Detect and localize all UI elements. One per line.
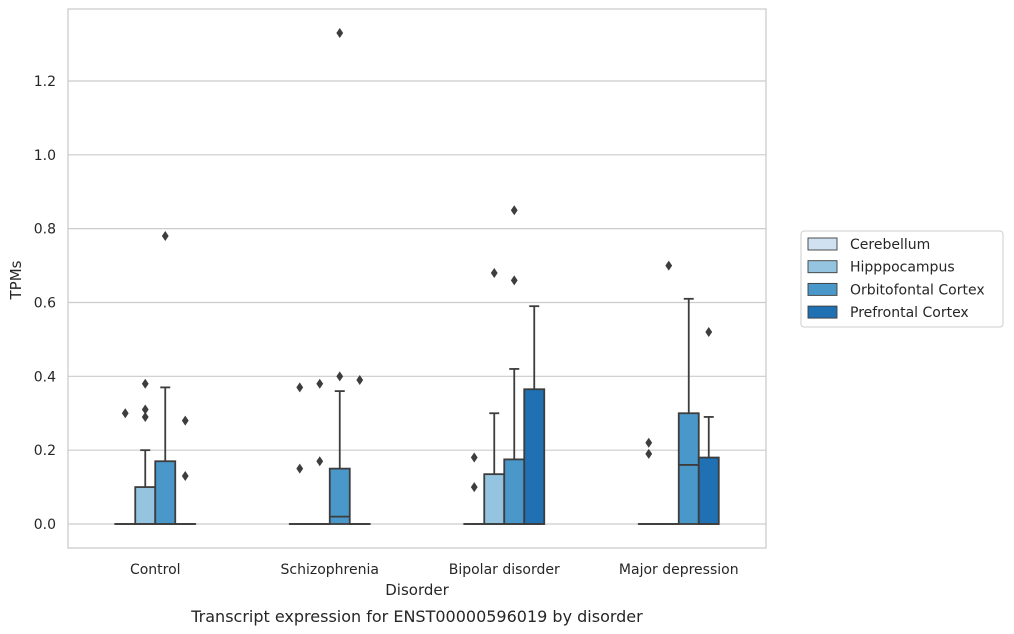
y-tick-label: 1.0 <box>34 148 56 164</box>
outlier-point <box>645 448 653 459</box>
outlier-point <box>141 404 149 415</box>
outlier-point <box>336 371 344 382</box>
outlier-point <box>141 378 149 389</box>
box-body <box>483 473 506 525</box>
legend-label: Prefrontal Cortex <box>850 305 969 321</box>
grid-lines <box>68 80 766 525</box>
outlier-point <box>296 463 304 474</box>
box-body <box>328 467 351 525</box>
outlier-point <box>141 411 149 422</box>
outlier-point <box>181 415 189 426</box>
y-tick-label: 1.2 <box>34 74 56 90</box>
y-tick-label: 0.8 <box>34 222 56 238</box>
y-tick-label: 0.2 <box>34 443 56 459</box>
box-body <box>697 456 720 525</box>
box-bipolar-disorder-cerebellum <box>463 452 486 525</box>
box-major-depression-prefrontal-cortex <box>697 327 720 525</box>
box-control-orbitofontal-cortex <box>154 231 177 525</box>
y-tick-label: 0.0 <box>34 517 56 533</box>
plot-frame <box>67 8 767 549</box>
legend-label: Orbitofontal Cortex <box>850 282 985 298</box>
legend-swatch <box>807 282 838 296</box>
y-tick-label: 0.6 <box>34 295 56 311</box>
x-axis-ticks: Control Schizophrenia Bipolar disorder Majo… <box>130 562 739 578</box>
box-control-hipppocampus <box>134 378 157 525</box>
legend: Cerebellum Hipppocampus Orbitofontal Corte… <box>800 230 1004 328</box>
box-control-cerebellum <box>114 408 137 525</box>
outlier-point <box>316 456 324 467</box>
outlier-point <box>470 482 478 493</box>
y-axis-ticks: 0.0 0.2 0.4 0.6 0.8 1.0 1.2 <box>34 74 56 533</box>
box-schizophrenia-hipppocampus <box>308 378 331 525</box>
outlier-point <box>665 260 673 271</box>
outlier-point <box>510 275 518 286</box>
outlier-point <box>296 382 304 393</box>
box-major-depression-orbitofontal-cortex <box>677 297 700 525</box>
legend-label: Cerebellum <box>850 237 930 253</box>
box-schizophrenia-cerebellum <box>288 382 311 525</box>
chart-caption: Transcript expression for ENST0000059601… <box>190 607 643 626</box>
box-body <box>154 460 177 525</box>
x-tick-label: Major depression <box>619 562 739 578</box>
x-axis-title: Disorder <box>385 581 449 599</box>
box-major-depression-hipppocampus <box>657 260 680 525</box>
legend-swatch <box>807 260 838 274</box>
box-plot-marks <box>114 27 720 525</box>
outlier-point <box>336 27 344 38</box>
outlier-point <box>705 327 713 338</box>
box-schizophrenia-prefrontal-cortex <box>348 375 371 525</box>
outlier-point <box>316 378 324 389</box>
outlier-point <box>161 231 169 242</box>
box-major-depression-cerebellum <box>637 437 660 525</box>
legend-swatch <box>807 305 838 319</box>
box-body <box>523 388 546 525</box>
outlier-point <box>645 437 653 448</box>
x-tick-label: Bipolar disorder <box>449 562 560 578</box>
outlier-point <box>490 267 498 278</box>
outlier-point <box>181 471 189 482</box>
outlier-point <box>121 408 129 419</box>
box-body <box>677 412 700 525</box>
x-tick-label: Schizophrenia <box>281 562 379 578</box>
box-schizophrenia-orbitofontal-cortex <box>328 27 351 525</box>
y-axis-title: TPMs <box>7 260 25 300</box>
legend-label: Hipppocampus <box>850 260 955 276</box>
legend-items: Cerebellum Hipppocampus Orbitofontal Corte… <box>807 237 985 321</box>
box-body <box>503 458 526 525</box>
box-bipolar-disorder-orbitofontal-cortex <box>503 205 526 525</box>
box-body <box>134 486 157 525</box>
outlier-point <box>356 375 364 386</box>
box-control-prefrontal-cortex <box>174 415 197 525</box>
legend-swatch <box>807 237 838 251</box>
legend-frame <box>800 230 1004 328</box>
box-bipolar-disorder-prefrontal-cortex <box>523 305 546 525</box>
box-bipolar-disorder-hipppocampus <box>483 267 506 525</box>
outlier-point <box>470 452 478 463</box>
x-tick-label: Control <box>130 562 181 578</box>
y-tick-label: 0.4 <box>34 369 56 385</box>
outlier-point <box>510 205 518 216</box>
